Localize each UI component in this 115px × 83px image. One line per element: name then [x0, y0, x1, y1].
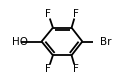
Text: F: F — [72, 9, 78, 19]
Text: F: F — [72, 64, 78, 74]
Text: F: F — [45, 9, 51, 19]
Text: Br: Br — [99, 37, 110, 46]
Text: HO: HO — [12, 37, 27, 46]
Text: F: F — [45, 64, 51, 74]
